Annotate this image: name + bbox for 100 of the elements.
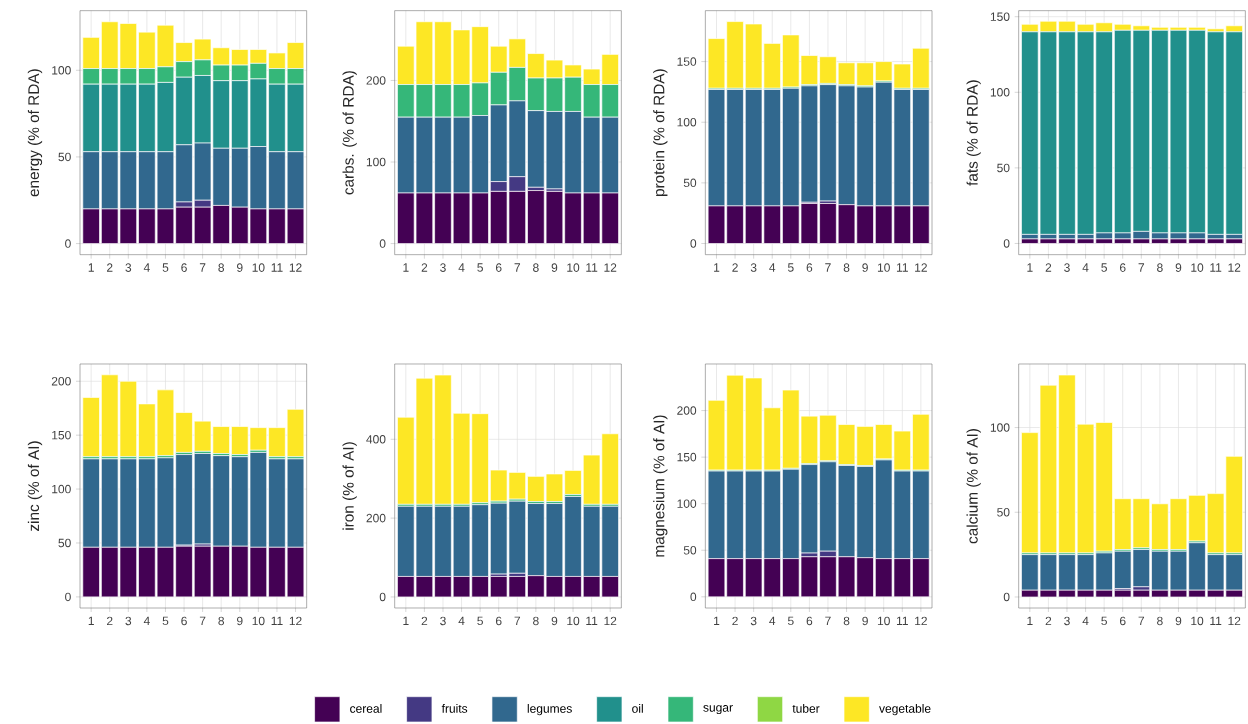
x-tick-label: 12 xyxy=(915,263,927,272)
y-tick-label: 50 xyxy=(683,546,697,555)
y-tick-label: 0 xyxy=(65,239,71,248)
x-tick-label: 1 xyxy=(1027,616,1033,625)
y-axis-title: protein (% of RDA) xyxy=(653,69,668,197)
x-tick-label: 9 xyxy=(551,616,558,626)
x-tick-label: 6 xyxy=(495,263,502,272)
y-tick-label: 50 xyxy=(58,152,71,162)
x-tick-label: 4 xyxy=(1082,616,1089,625)
x-tick-label: 4 xyxy=(769,616,776,625)
y-tick-label: 200 xyxy=(366,76,386,85)
y-tick-label: 100 xyxy=(990,423,1010,432)
x-tick-label: 11 xyxy=(586,616,598,625)
x-tick-label: 8 xyxy=(218,616,225,626)
x-tick-label: 7 xyxy=(514,616,521,625)
legend-label: vegetable xyxy=(879,703,931,716)
x-tick-label: 10 xyxy=(567,263,580,272)
x-tick-label: 11 xyxy=(896,263,908,272)
y-axis-title: calcium (% of AI) xyxy=(966,429,981,544)
x-tick-label: 8 xyxy=(533,263,539,272)
x-tick-label: 5 xyxy=(477,616,483,626)
x-tick-label: 5 xyxy=(1101,263,1107,272)
legend-label: tuber xyxy=(792,703,820,713)
y-axis-title: iron (% of AI) xyxy=(342,442,357,530)
x-tick-label: 8 xyxy=(533,616,539,626)
x-tick-label: 2 xyxy=(1045,263,1052,272)
x-tick-label: 6 xyxy=(806,616,813,626)
x-tick-label: 11 xyxy=(1210,263,1222,272)
y-tick-label: 150 xyxy=(990,12,1010,21)
x-tick-label: 12 xyxy=(915,616,927,626)
y-tick-label: 0 xyxy=(1003,239,1010,248)
x-tick-label: 7 xyxy=(514,263,521,272)
x-tick-label: 9 xyxy=(237,616,243,626)
x-tick-label: 9 xyxy=(862,616,868,626)
y-tick-label: 100 xyxy=(677,117,697,127)
x-tick-label: 1 xyxy=(403,263,409,272)
x-tick-label: 2 xyxy=(1045,616,1052,626)
x-tick-label: 10 xyxy=(1191,616,1204,626)
x-tick-label: 2 xyxy=(421,263,428,272)
x-tick-label: 7 xyxy=(1138,616,1145,625)
x-tick-label: 5 xyxy=(162,263,169,272)
x-tick-label: 1 xyxy=(88,263,94,272)
y-tick-label: 150 xyxy=(52,430,71,440)
x-tick-label: 12 xyxy=(1228,263,1241,272)
x-tick-label: 12 xyxy=(289,263,302,272)
y-tick-label: 0 xyxy=(379,592,386,602)
x-tick-label: 10 xyxy=(252,616,265,626)
y-tick-label: 150 xyxy=(677,452,697,462)
x-tick-label: 3 xyxy=(750,263,757,272)
x-tick-label: 7 xyxy=(825,616,831,625)
y-tick-label: 0 xyxy=(65,592,71,602)
x-tick-label: 3 xyxy=(440,263,446,272)
x-tick-label: 10 xyxy=(877,263,890,272)
legend-label: sugar xyxy=(703,705,733,715)
legend-label: fruits xyxy=(441,703,468,713)
x-tick-label: 2 xyxy=(107,616,113,626)
x-tick-label: 5 xyxy=(1101,616,1107,626)
y-tick-label: 0 xyxy=(690,592,697,602)
legend-label: oil xyxy=(632,703,643,713)
x-tick-label: 3 xyxy=(440,616,446,626)
x-tick-label: 10 xyxy=(1191,263,1204,272)
x-tick-label: 5 xyxy=(787,263,794,272)
x-tick-label: 12 xyxy=(604,616,617,626)
x-tick-label: 1 xyxy=(714,616,720,625)
x-tick-label: 7 xyxy=(199,263,206,272)
x-tick-label: 1 xyxy=(88,616,94,625)
x-tick-label: 10 xyxy=(877,616,890,626)
x-tick-label: 11 xyxy=(586,263,598,272)
x-tick-label: 9 xyxy=(237,263,243,272)
y-tick-label: 200 xyxy=(366,513,386,523)
x-tick-label: 7 xyxy=(825,263,831,272)
x-tick-label: 7 xyxy=(199,616,206,625)
x-tick-label: 8 xyxy=(1157,616,1163,626)
x-tick-label: 3 xyxy=(125,263,132,272)
x-tick-label: 6 xyxy=(1120,616,1126,626)
x-tick-label: 2 xyxy=(107,263,113,272)
y-tick-label: 100 xyxy=(366,157,386,167)
x-tick-label: 9 xyxy=(1175,616,1182,626)
y-tick-label: 50 xyxy=(58,538,71,548)
x-tick-label: 6 xyxy=(181,616,187,626)
y-tick-label: 50 xyxy=(997,163,1010,173)
x-tick-label: 11 xyxy=(271,263,283,272)
x-tick-label: 2 xyxy=(732,616,738,626)
x-tick-label: 3 xyxy=(1064,616,1070,626)
x-tick-label: 8 xyxy=(1157,263,1163,272)
x-tick-label: 4 xyxy=(143,616,150,625)
x-tick-label: 3 xyxy=(125,616,132,626)
y-axis-title: fats (% of RDA) xyxy=(966,80,981,186)
x-tick-label: 9 xyxy=(862,263,868,272)
x-tick-label: 4 xyxy=(769,263,776,272)
x-tick-label: 6 xyxy=(1120,263,1126,272)
x-tick-label: 10 xyxy=(567,616,580,626)
y-tick-label: 100 xyxy=(990,88,1010,97)
y-axis-title: carbs. (% of RDA) xyxy=(342,71,357,195)
x-tick-label: 10 xyxy=(252,263,265,272)
x-tick-label: 11 xyxy=(1210,616,1222,625)
x-tick-label: 7 xyxy=(1138,263,1145,272)
y-tick-label: 150 xyxy=(677,57,697,66)
x-tick-label: 6 xyxy=(495,616,502,626)
x-tick-label: 6 xyxy=(806,263,813,272)
